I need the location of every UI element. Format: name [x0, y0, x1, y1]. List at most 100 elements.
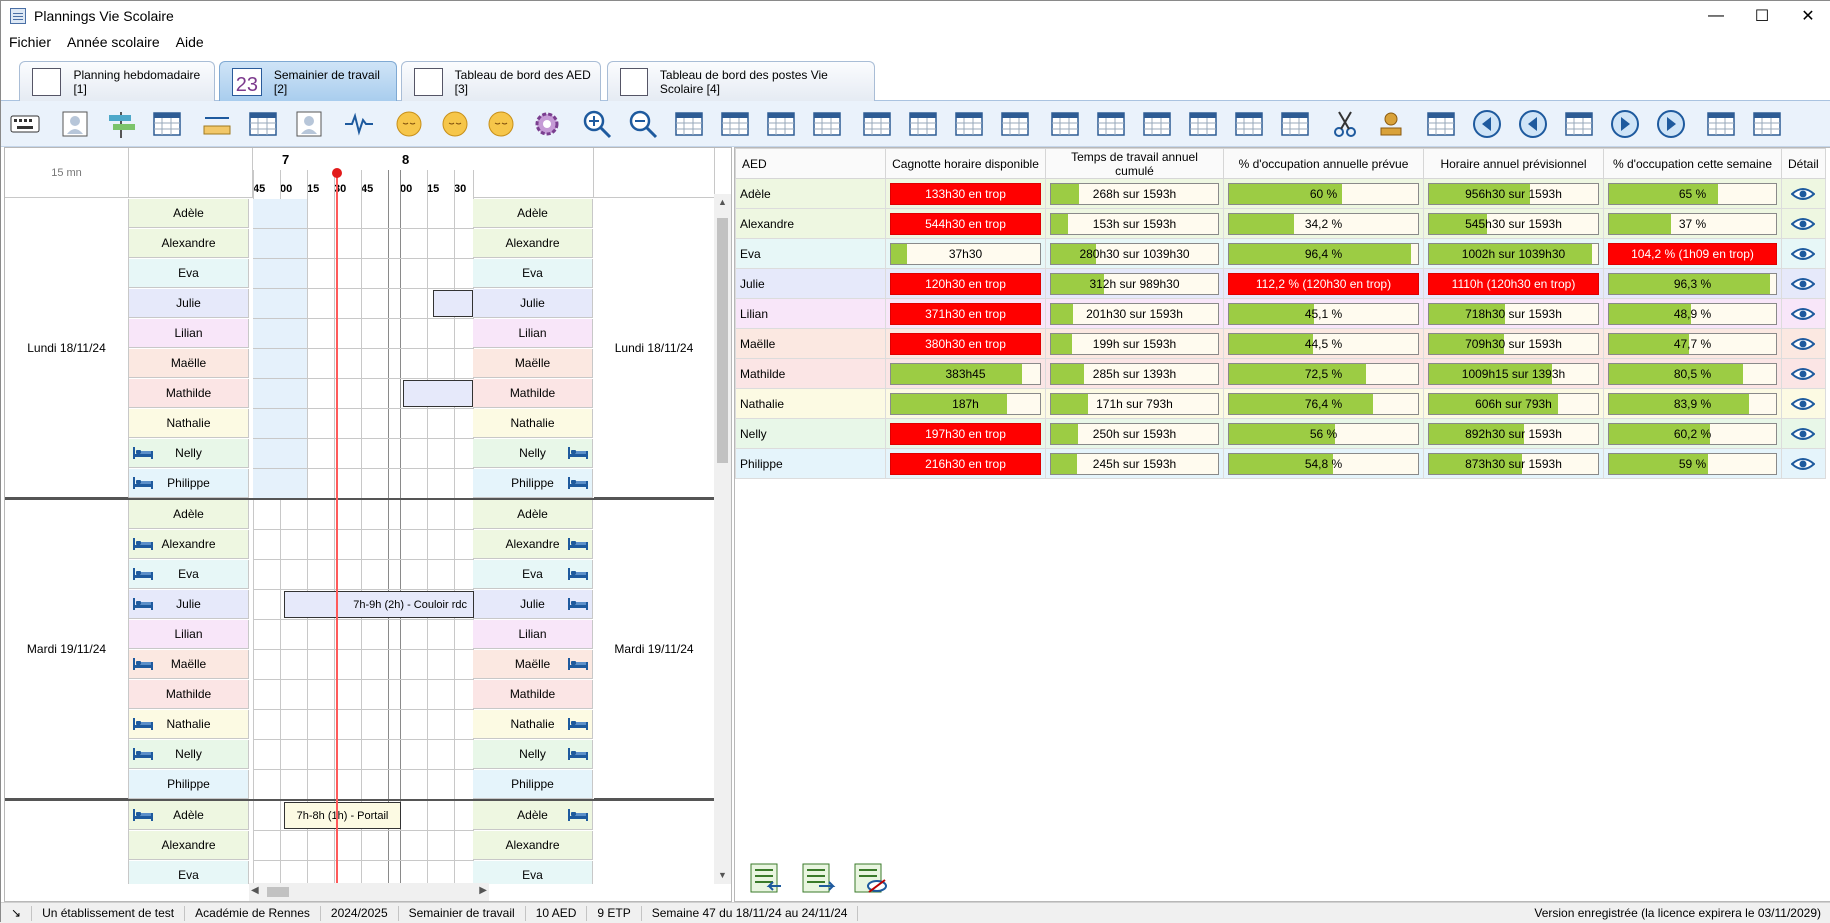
aed-name-cell[interactable]: Philippe — [129, 469, 249, 498]
column-header[interactable]: Cagnotte horaire disponible — [885, 148, 1046, 179]
aed-name-cell[interactable]: Nathalie — [129, 409, 249, 438]
eye-icon[interactable] — [1790, 277, 1816, 291]
aed-name-cell[interactable]: Mathilde — [473, 680, 593, 709]
schedule-row[interactable] — [253, 229, 473, 259]
pulse-icon[interactable] — [341, 106, 377, 142]
vertical-scrollbar[interactable]: ▲ ▼ — [714, 194, 731, 884]
work-slot[interactable] — [403, 380, 473, 407]
aed-name-cell[interactable]: Maëlle — [473, 349, 593, 378]
settings-gear-icon[interactable] — [529, 106, 565, 142]
column-header[interactable]: % d'occupation annuelle prévue — [1223, 148, 1424, 179]
schedule-row[interactable] — [253, 349, 473, 379]
fit-lock-icon[interactable] — [997, 106, 1033, 142]
aed-name-cell[interactable]: Lilian — [129, 620, 249, 649]
schedule-row[interactable] — [253, 259, 473, 289]
first-week-icon[interactable] — [1469, 106, 1505, 142]
eye-icon[interactable] — [1790, 427, 1816, 441]
schedule-row[interactable] — [253, 650, 473, 680]
next-week-icon[interactable] — [1607, 106, 1643, 142]
remove-row-icon[interactable] — [905, 106, 941, 142]
list-check-icon[interactable] — [1703, 106, 1739, 142]
schedule-row[interactable] — [253, 530, 473, 560]
aed-name-cell[interactable]: Adèle — [473, 199, 593, 228]
minimize-button[interactable]: — — [1708, 7, 1724, 24]
work-slot[interactable] — [433, 290, 473, 317]
column-header[interactable]: Détail — [1781, 148, 1826, 179]
schedule-row[interactable] — [253, 680, 473, 710]
close-button[interactable]: ✕ — [1801, 8, 1815, 25]
table-row[interactable]: Julie 120h30 en trop 312h sur 989h30 112,2 … — [735, 268, 1826, 299]
info-grid-icon[interactable] — [1093, 106, 1129, 142]
aed-name-cell[interactable]: Mathilde — [129, 379, 249, 408]
hide-list-icon[interactable] — [849, 860, 889, 896]
keyboard-icon[interactable] — [7, 106, 43, 142]
table-row[interactable]: Philippe 216h30 en trop 245h sur 1593h 54,8… — [735, 448, 1826, 479]
schedule-row[interactable] — [253, 319, 473, 349]
eye-icon[interactable] — [1790, 457, 1816, 471]
aed-name-cell[interactable]: Lilian — [473, 620, 593, 649]
sleep-face-cancel-icon[interactable] — [483, 106, 519, 142]
aed-name-cell[interactable]: Lilian — [129, 319, 249, 348]
maximize-button[interactable]: ☐ — [1754, 8, 1770, 25]
previous-week-icon[interactable] — [1515, 106, 1551, 142]
schedule-row[interactable] — [253, 560, 473, 590]
scroll-right-arrow[interactable]: ▶ — [479, 885, 487, 896]
eye-icon[interactable] — [1790, 187, 1816, 201]
schedule-row[interactable] — [253, 469, 473, 499]
stamp-icon[interactable] — [1373, 106, 1409, 142]
export-list-icon[interactable] — [797, 860, 837, 896]
person-card-icon[interactable] — [57, 106, 93, 142]
menu-annee-scolaire[interactable]: Année scolaire — [67, 34, 160, 50]
ruler-icon[interactable] — [199, 106, 235, 142]
schedule-row[interactable] — [253, 770, 473, 800]
tab-planning-hebdomadaire[interactable]: Planning hebdomadaire [1] — [19, 61, 215, 101]
column-header[interactable]: % d'occupation cette semaine — [1603, 148, 1782, 179]
tab-tableau-de-bord-aed[interactable]: Tableau de bord des AED [3] — [401, 61, 601, 101]
eye-icon[interactable] — [1790, 397, 1816, 411]
aed-name-cell[interactable]: Eva — [129, 259, 249, 288]
aed-name-cell[interactable]: Mathilde — [473, 379, 593, 408]
add-column-icon[interactable] — [763, 106, 799, 142]
aed-name-cell[interactable]: Mathilde — [129, 680, 249, 709]
work-slot[interactable]: 7h-9h (2h) - Couloir rdc — [284, 591, 474, 618]
schedule-row[interactable] — [253, 740, 473, 770]
aed-name-cell[interactable]: Alexandre — [129, 229, 249, 258]
aed-name-cell[interactable]: Julie — [129, 289, 249, 318]
table-row[interactable]: Adèle 133h30 en trop 268h sur 1593h 60 % 956… — [735, 178, 1826, 209]
aed-name-cell[interactable]: Julie — [473, 289, 593, 318]
calendar-star-icon[interactable] — [1561, 106, 1597, 142]
eye-icon[interactable] — [1790, 367, 1816, 381]
scroll-down-arrow[interactable]: ▼ — [718, 870, 727, 880]
last-week-icon[interactable] — [1653, 106, 1689, 142]
schedule-row[interactable] — [253, 500, 473, 530]
grid-height-icon[interactable] — [717, 106, 753, 142]
table-row[interactable]: Eva 37h30 280h30 sur 1039h30 96,4 % 1002h su… — [735, 238, 1826, 269]
aed-name-cell[interactable]: Maëlle — [129, 349, 249, 378]
table-remove-icon[interactable] — [1185, 106, 1221, 142]
table-row[interactable]: Alexandre 544h30 en trop 153h sur 1593h 34,… — [735, 208, 1826, 239]
column-header[interactable]: AED — [735, 148, 886, 179]
tab-semainier-de-travail[interactable]: Semainier de travail [2] — [219, 61, 397, 101]
tab-tableau-de-bord-postes[interactable]: Tableau de bord des postes Vie Scolaire … — [607, 61, 875, 101]
scroll-up-arrow[interactable]: ▲ — [718, 197, 727, 207]
horizontal-scrollbar[interactable]: ◀ ▶ — [249, 883, 489, 901]
eye-icon[interactable] — [1790, 337, 1816, 351]
aed-name-cell[interactable]: Adèle — [129, 500, 249, 529]
grid-width-icon[interactable] — [671, 106, 707, 142]
eye-icon[interactable] — [1790, 307, 1816, 321]
table-row[interactable]: Nelly 197h30 en trop 250h sur 1593h 56 % 892… — [735, 418, 1826, 449]
aed-name-cell[interactable]: Adèle — [129, 801, 249, 830]
sleep-face-swap-icon[interactable] — [391, 106, 427, 142]
aed-name-cell[interactable]: Philippe — [129, 770, 249, 799]
aed-name-cell[interactable]: Eva — [473, 861, 593, 884]
scissors-icon[interactable] — [1327, 106, 1363, 142]
calendar-search-icon[interactable] — [1423, 106, 1459, 142]
hscroll-thumb[interactable] — [267, 887, 289, 897]
table-row[interactable]: Lilian 371h30 en trop 201h30 sur 1593h 45,1… — [735, 298, 1826, 329]
table-row[interactable]: Mathilde 383h45 285h sur 1393h 72,5 % 1009h1… — [735, 358, 1826, 389]
scroll-left-arrow[interactable]: ◀ — [251, 885, 259, 896]
table-refresh-icon[interactable] — [1231, 106, 1267, 142]
signpost-icon[interactable] — [103, 106, 139, 142]
aed-name-cell[interactable]: Philippe — [473, 770, 593, 799]
zoom-out-icon[interactable] — [625, 106, 661, 142]
